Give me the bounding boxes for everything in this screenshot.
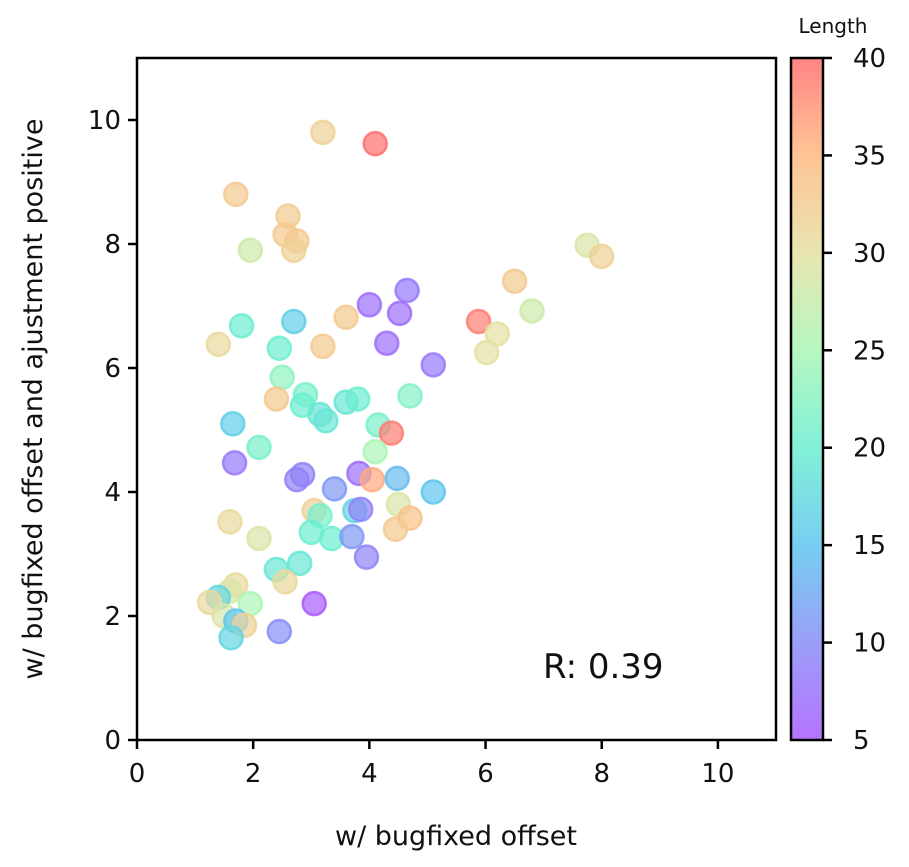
colorbar-tick-label: 5 bbox=[853, 726, 870, 756]
data-point-21 bbox=[228, 313, 255, 339]
data-point-10 bbox=[588, 243, 615, 270]
x-tick-label: 4 bbox=[361, 759, 378, 789]
data-point-22 bbox=[205, 331, 232, 358]
x-tick-label: 6 bbox=[477, 759, 494, 789]
data-point-2 bbox=[362, 130, 388, 157]
y-axis-label: w/ bugfixed offset and ajustment positiv… bbox=[18, 119, 49, 680]
data-point-1 bbox=[310, 119, 336, 146]
data-point-43 bbox=[284, 466, 310, 493]
data-point-20 bbox=[281, 308, 307, 335]
colorbar: Length 5 10 15 20 25 30 35 40 bbox=[789, 14, 886, 756]
y-tick-label: 4 bbox=[104, 478, 121, 508]
data-point-40 bbox=[362, 438, 388, 465]
x-tick-label: 10 bbox=[701, 759, 734, 789]
data-point-60 bbox=[246, 525, 272, 552]
data-point-17 bbox=[356, 292, 383, 318]
correlation-annotation: R: 0.39 bbox=[543, 647, 664, 687]
y-tick-label: 6 bbox=[104, 354, 121, 384]
data-points bbox=[196, 119, 615, 651]
data-point-59 bbox=[339, 523, 365, 550]
data-point-70 bbox=[301, 590, 327, 617]
colorbar-title: Length bbox=[799, 14, 868, 38]
data-point-8 bbox=[237, 237, 264, 263]
data-point-26 bbox=[420, 352, 447, 378]
colorbar-tick-label: 10 bbox=[853, 629, 886, 659]
data-point-62 bbox=[286, 550, 313, 577]
data-point-23 bbox=[310, 333, 336, 360]
data-point-18 bbox=[386, 300, 413, 327]
plot-frame bbox=[135, 56, 778, 742]
colorbar-tick-label: 25 bbox=[853, 336, 886, 366]
data-point-64 bbox=[272, 569, 298, 595]
data-point-24 bbox=[374, 330, 400, 356]
colorbar-gradient bbox=[791, 58, 823, 740]
x-axis-ticks: 0 2 4 6 8 10 bbox=[129, 740, 734, 789]
data-point-41 bbox=[221, 450, 248, 476]
data-point-46 bbox=[384, 465, 410, 492]
colorbar-tick-label: 40 bbox=[853, 44, 886, 74]
colorbar-tick-label: 35 bbox=[853, 141, 886, 171]
data-point-12 bbox=[519, 298, 545, 324]
colorbar-tick-label: 15 bbox=[853, 531, 886, 561]
x-tick-label: 8 bbox=[593, 759, 610, 789]
x-tick-label: 0 bbox=[129, 759, 146, 789]
y-tick-label: 8 bbox=[104, 230, 121, 260]
data-point-53 bbox=[347, 496, 374, 523]
data-point-32 bbox=[344, 386, 371, 412]
data-point-13 bbox=[465, 308, 492, 335]
data-point-11 bbox=[501, 268, 528, 294]
data-point-27 bbox=[269, 364, 295, 391]
data-point-74 bbox=[266, 618, 293, 645]
data-point-48 bbox=[321, 476, 348, 502]
colorbar-tick-label: 20 bbox=[853, 434, 886, 464]
data-point-30 bbox=[263, 386, 290, 412]
y-axis-ticks: 0 2 4 6 8 10 bbox=[88, 106, 137, 756]
colorbar-tick-label: 30 bbox=[853, 239, 886, 269]
colorbar-ticks: 5 10 15 20 25 30 35 40 bbox=[823, 44, 886, 756]
data-point-25 bbox=[266, 335, 293, 361]
data-point-56 bbox=[382, 516, 409, 542]
data-point-15 bbox=[473, 339, 500, 366]
data-point-19 bbox=[333, 304, 359, 330]
data-point-45 bbox=[359, 466, 386, 493]
data-point-39 bbox=[246, 434, 272, 461]
colorbar-frame bbox=[789, 56, 825, 742]
data-point-37 bbox=[220, 411, 246, 437]
x-axis-label: w/ bugfixed offset bbox=[335, 821, 577, 852]
data-point-75 bbox=[218, 624, 244, 651]
y-tick-label: 0 bbox=[104, 726, 121, 756]
data-point-33 bbox=[397, 383, 423, 409]
data-point-61 bbox=[353, 544, 380, 570]
data-point-16 bbox=[394, 277, 420, 304]
x-tick-label: 2 bbox=[245, 759, 262, 789]
y-tick-label: 2 bbox=[104, 602, 121, 632]
data-point-3 bbox=[223, 181, 249, 208]
data-point-7 bbox=[281, 237, 307, 263]
y-tick-label: 10 bbox=[88, 106, 121, 136]
data-point-38 bbox=[378, 420, 405, 446]
data-point-35 bbox=[313, 407, 339, 434]
data-point-55 bbox=[217, 509, 243, 535]
data-point-47 bbox=[420, 479, 447, 505]
